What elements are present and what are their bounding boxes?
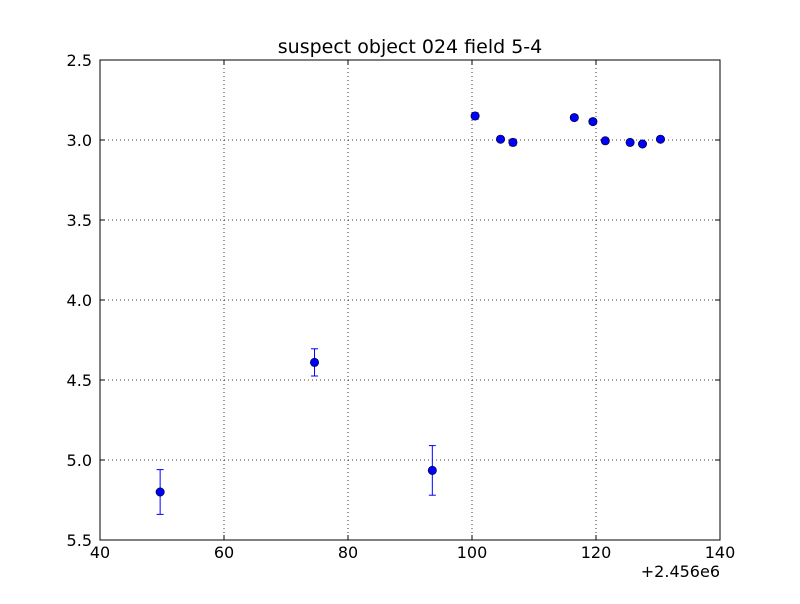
data-point	[496, 134, 506, 144]
data-point	[600, 136, 610, 146]
grid-lines	[100, 60, 720, 540]
x-tick-label: 60	[214, 543, 234, 562]
y-tick-label: 2.5	[67, 51, 92, 70]
y-tick-label: 5.5	[67, 531, 92, 550]
data-point	[588, 117, 598, 127]
x-tick-label: 80	[338, 543, 358, 562]
x-tick-label: 100	[457, 543, 488, 562]
error-bars	[156, 112, 664, 515]
data-point	[508, 137, 518, 147]
y-tick-label: 4.0	[67, 291, 92, 310]
data-points	[155, 111, 665, 497]
x-tick-label: 140	[705, 543, 736, 562]
data-point	[310, 357, 320, 367]
x-axis-offset-label: +2.456e6	[641, 562, 720, 581]
y-tick-labels: 2.5 3.0 3.5 4.0 4.5 5.0 5.5	[67, 51, 92, 550]
y-tick-label: 4.5	[67, 371, 92, 390]
data-point	[655, 134, 665, 144]
axis-ticks	[99, 59, 721, 541]
x-tick-label: 40	[90, 543, 110, 562]
data-point	[637, 139, 647, 149]
y-tick-label: 5.0	[67, 451, 92, 470]
x-tick-labels: 40 60 80 100 120 140	[90, 543, 735, 562]
y-tick-label: 3.0	[67, 131, 92, 150]
data-point	[625, 137, 635, 147]
chart-title: suspect object 024 field 5-4	[278, 36, 543, 58]
data-point	[427, 465, 437, 475]
data-point	[470, 111, 480, 121]
data-point	[155, 487, 165, 497]
x-tick-label: 120	[581, 543, 612, 562]
data-point	[569, 113, 579, 123]
y-tick-label: 3.5	[67, 211, 92, 230]
